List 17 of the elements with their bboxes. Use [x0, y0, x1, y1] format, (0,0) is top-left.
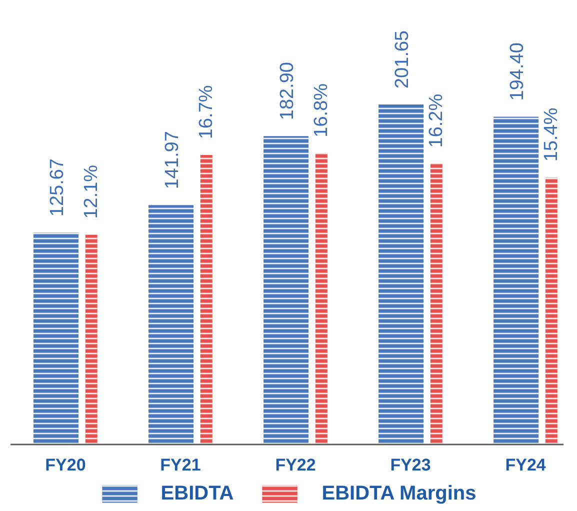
data-label: 15.4% [540, 108, 562, 162]
x-tick-label: FY20 [45, 456, 86, 474]
data-label: 16.8% [310, 83, 332, 138]
data-label: 182.90 [277, 62, 298, 120]
x-tick-label: FY22 [275, 456, 316, 474]
data-label: 141.97 [162, 131, 184, 190]
x-tick-label: FY24 [505, 456, 546, 474]
data-label: 201.65 [392, 30, 414, 88]
data-label: 16.7% [196, 85, 217, 140]
data-label: 125.67 [46, 158, 68, 217]
data-label: 12.1% [80, 164, 102, 219]
x-tick-label: FY23 [390, 456, 431, 474]
legend-label: EBIDTA Margins [322, 482, 476, 505]
legend-label: EBIDTA [160, 482, 234, 505]
data-label: 16.2% [426, 94, 447, 148]
data-label: 194.40 [507, 42, 528, 101]
x-tick-label: FY21 [160, 456, 201, 474]
